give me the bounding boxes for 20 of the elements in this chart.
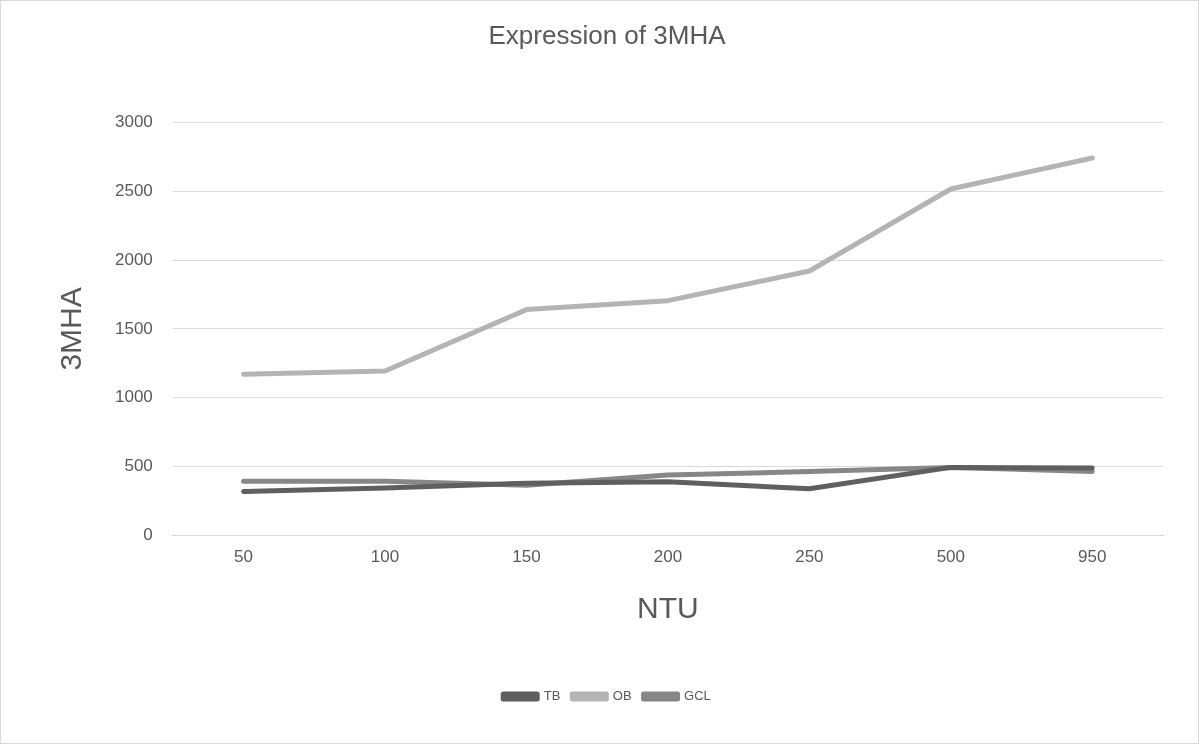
y-tick-label: 500 bbox=[124, 456, 153, 476]
x-axis-title: NTU bbox=[637, 591, 699, 625]
chart-title: Expression of 3MHA bbox=[488, 19, 727, 50]
x-tick-label: 250 bbox=[795, 547, 824, 567]
x-tick-label: 500 bbox=[936, 547, 966, 567]
x-tick-label: 200 bbox=[653, 547, 683, 567]
y-tick-label: 2000 bbox=[114, 249, 153, 269]
y-axis-title: 3MHA bbox=[54, 287, 88, 371]
x-tick-label: 950 bbox=[1078, 547, 1107, 567]
legend-label: TB bbox=[543, 688, 561, 704]
y-tick-label: 2500 bbox=[114, 180, 153, 200]
y-tick-label: 3000 bbox=[114, 111, 153, 131]
y-tick-label: 1000 bbox=[114, 387, 153, 407]
legend-label: GCL bbox=[684, 688, 711, 704]
x-tick-label: 100 bbox=[370, 547, 400, 567]
y-tick-label: 0 bbox=[143, 525, 153, 545]
y-tick-label: 1500 bbox=[114, 318, 153, 338]
x-tick-label: 50 bbox=[234, 547, 254, 567]
legend-label: OB bbox=[612, 688, 632, 704]
x-tick-label: 150 bbox=[512, 547, 541, 567]
